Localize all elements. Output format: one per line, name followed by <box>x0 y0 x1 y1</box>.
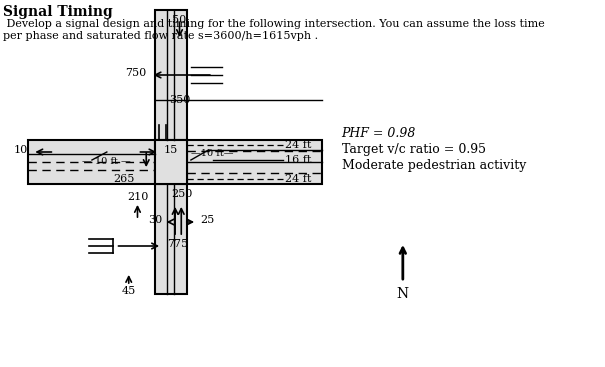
Text: Target v/c ratio = 0.95: Target v/c ratio = 0.95 <box>342 143 486 156</box>
Text: per phase and saturated flow rate s=3600/h=1615vph .: per phase and saturated flow rate s=3600… <box>2 31 318 41</box>
Bar <box>155 140 186 184</box>
Text: 10: 10 <box>14 145 28 155</box>
Bar <box>28 140 155 184</box>
Text: —10 ft—: —10 ft— <box>191 149 234 159</box>
Text: Moderate pedestrian activity: Moderate pedestrian activity <box>342 159 526 172</box>
Text: 250: 250 <box>171 189 193 199</box>
Text: Develop a signal design and timing for the following intersection. You can assum: Develop a signal design and timing for t… <box>2 19 544 29</box>
Text: 210: 210 <box>127 192 148 202</box>
Text: — 10 ft —: — 10 ft — <box>82 156 131 166</box>
Text: 24 ft: 24 ft <box>286 174 312 184</box>
Text: 25: 25 <box>200 215 215 225</box>
Text: N: N <box>397 287 409 301</box>
Text: 50: 50 <box>172 15 187 25</box>
Text: Signal Timing: Signal Timing <box>2 5 113 19</box>
Text: 265: 265 <box>114 174 135 184</box>
Text: 45: 45 <box>122 286 136 296</box>
Text: 16 ft: 16 ft <box>286 155 312 165</box>
Text: 24 ft: 24 ft <box>286 140 312 150</box>
Bar <box>155 10 186 140</box>
Bar <box>155 184 186 294</box>
Text: 15: 15 <box>164 145 178 155</box>
Text: 350: 350 <box>169 95 190 105</box>
Text: 750: 750 <box>125 68 146 78</box>
Bar <box>186 140 322 184</box>
Text: PHF = 0.98: PHF = 0.98 <box>342 127 416 140</box>
Text: 30: 30 <box>148 215 162 225</box>
Text: 775: 775 <box>167 239 188 249</box>
